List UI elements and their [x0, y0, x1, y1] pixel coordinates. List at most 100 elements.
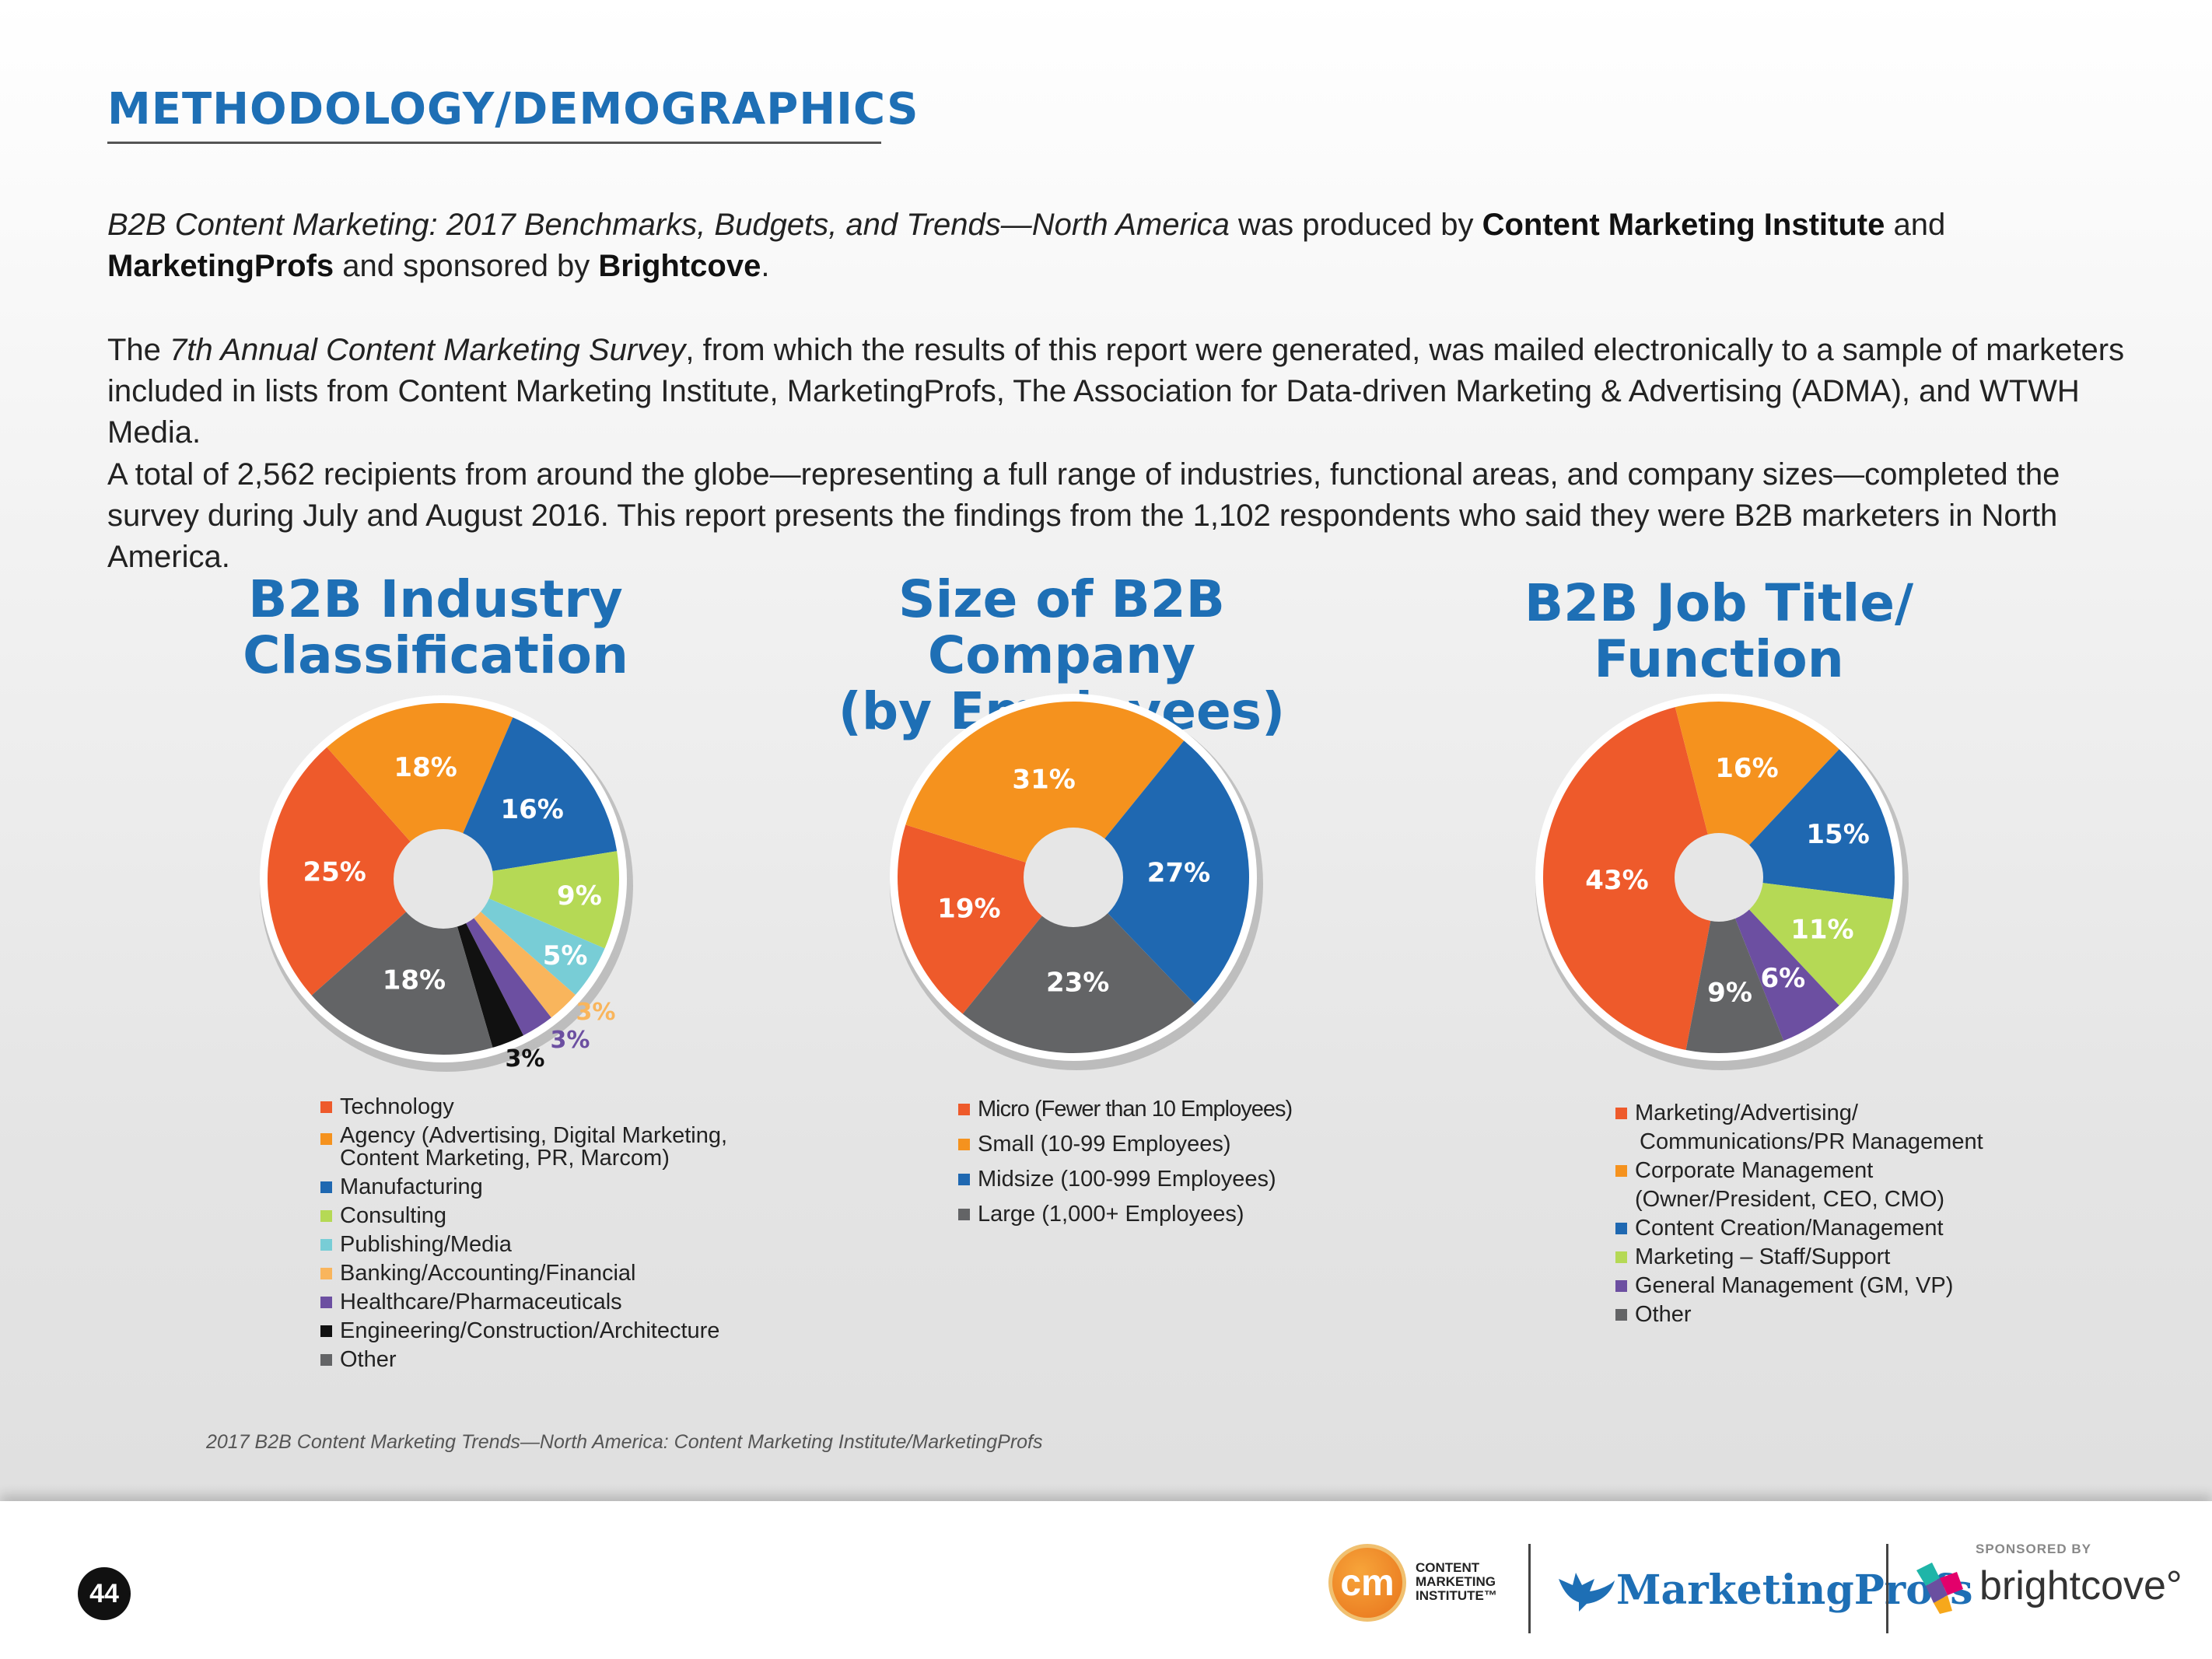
legend-label: Other: [1635, 1302, 1692, 1327]
intro-paragraph-1: B2B Content Marketing: 2017 Benchmarks, …: [107, 205, 2130, 287]
footer-bar: [0, 1501, 2212, 1659]
pie-data-label: 5%: [543, 940, 588, 971]
pie-data-label: 3%: [506, 1045, 545, 1073]
pie-data-label: 16%: [500, 794, 563, 825]
legend-item-banking: Banking/Accounting/Financial: [320, 1259, 727, 1288]
legend-item-general-management: General Management (GM, VP): [1615, 1272, 1983, 1300]
bird-icon: [1559, 1573, 1615, 1612]
legend-item-agency: Agency (Advertising, Digital Marketing, C…: [320, 1125, 727, 1170]
chart-1-title-line-2: Classification: [243, 625, 628, 685]
cmi-wordmark: CONTENT MARKETING INSTITUTE™: [1416, 1561, 1497, 1603]
job-title-pie-chart: 43% 16% 15% 11% 6% 9%: [1535, 697, 1909, 1070]
swatch: [1615, 1165, 1627, 1177]
legend-item-micro: Micro (Fewer than 10 Employees): [958, 1092, 1293, 1127]
legend-item-marketing-advertising: Marketing/Advertising/Communications/PR …: [1615, 1099, 1983, 1157]
intro-text: and: [1885, 208, 1946, 242]
title-underline: [107, 142, 881, 144]
brightcove-mark-icon: [1916, 1563, 1963, 1614]
legend-item-small: Small (10-99 Employees): [958, 1127, 1292, 1162]
legend-label: Micro (Fewer than 10 Employees): [978, 1097, 1293, 1122]
sponsored-by-label: SPONSORED BY: [1976, 1542, 2091, 1556]
marketingprofs-wordmark: MarketingProfs: [1616, 1566, 1973, 1614]
pie-data-label: 15%: [1806, 819, 1869, 850]
logo-divider: [1886, 1544, 1888, 1633]
org-marketingprofs: MarketingProfs: [107, 249, 334, 283]
legend-label: Agency (Advertising, Digital Marketing,: [340, 1123, 728, 1148]
pie-slice-manufacturing: [443, 717, 618, 879]
logo-divider: [1528, 1544, 1531, 1633]
pie-data-label: 27%: [1147, 857, 1210, 888]
swatch: [320, 1354, 332, 1366]
industry-legend: Technology Agency (Advertising, Digital …: [320, 1093, 727, 1374]
company-size-legend: Micro (Fewer than 10 Employees) Small (1…: [958, 1092, 1293, 1232]
chart-3-title-line-1: B2B Job Title/: [1524, 573, 1914, 633]
legend-label-line-2: Content Marketing, PR, Marcom): [340, 1146, 670, 1171]
cmi-line-3: INSTITUTE™: [1416, 1588, 1497, 1603]
swatch: [1615, 1223, 1627, 1234]
industry-pie-chart: 25%18%16%9%5%3%3%3%18%: [260, 698, 633, 1073]
pie-data-label: 3%: [576, 999, 616, 1026]
intro-text: and sponsored by: [334, 249, 599, 283]
legend-item-consulting: Consulting: [320, 1202, 727, 1230]
page-title: METHODOLOGY/DEMOGRAPHICS: [107, 84, 919, 135]
pie-slice-general-management-gm-vp: [1719, 877, 1839, 1041]
legend-label: Large (1,000+ Employees): [978, 1202, 1244, 1227]
brightcove-logo: brightcove°: [1913, 1559, 2182, 1618]
legend-label: Marketing – Staff/Support: [1635, 1244, 1891, 1269]
swatch: [958, 1104, 970, 1115]
intro-text: was produced by: [1229, 208, 1482, 242]
chart-2-title-line-1: Size of B2B Company: [898, 569, 1225, 685]
legend-label: Midsize (100-999 Employees): [978, 1167, 1276, 1192]
intro-text: , from which the results of this report …: [107, 333, 2125, 450]
pie-slice-midsize-100-999-employees: [1073, 740, 1249, 1005]
intro-paragraph-3: A total of 2,562 recipients from around …: [107, 457, 2060, 574]
pie-slice-small-10-99-employees: [905, 702, 1185, 877]
legend-label: General Management (GM, VP): [1635, 1273, 1954, 1298]
pie-slice-marketing-advertising: [1543, 707, 1719, 1050]
legend-label-line-2: (Owner/President, CEO, CMO): [1635, 1187, 1945, 1212]
legend-label: Content Creation/Management: [1635, 1216, 1944, 1241]
chart-2-title: Size of B2B Company(by Employees): [778, 572, 1346, 740]
legend-item-healthcare: Healthcare/Pharmaceuticals: [320, 1288, 727, 1317]
pie-data-label: 9%: [557, 880, 602, 912]
intro-text: The: [107, 333, 170, 367]
legend-item-corporate-management: Corporate Management (Owner/President, CE…: [1615, 1157, 1983, 1214]
swatch: [958, 1139, 970, 1150]
page-number: 44: [78, 1567, 131, 1620]
cmi-logo: cm CONTENT MARKETING INSTITUTE™: [1328, 1544, 1497, 1629]
intro-paragraph-2: The 7th Annual Content Marketing Survey,…: [107, 330, 2130, 453]
legend-item-engineering: Engineering/Construction/Architecture: [320, 1317, 727, 1346]
swatch: [320, 1133, 332, 1145]
legend-label: Marketing/Advertising/: [1635, 1101, 1858, 1125]
swatch: [320, 1181, 332, 1193]
swatch: [320, 1210, 332, 1222]
pie-slice-content-creation-management: [1719, 749, 1895, 900]
source-note: 2017 B2B Content Marketing Trends—North …: [206, 1431, 1043, 1453]
pie-data-label: 31%: [1012, 765, 1075, 796]
pie-data-label: 6%: [1760, 963, 1805, 994]
swatch: [320, 1101, 332, 1113]
chart-3-title-line-2: Function: [1594, 629, 1844, 689]
survey-name: 7th Annual Content Marketing Survey: [170, 333, 686, 367]
pie-data-label: 3%: [551, 1027, 590, 1054]
swatch: [320, 1325, 332, 1337]
pie-data-label: 25%: [303, 856, 366, 887]
pie-data-label: 19%: [937, 893, 1000, 924]
swatch: [1615, 1108, 1627, 1119]
swatch: [958, 1174, 970, 1185]
cmi-line-2: MARKETING: [1416, 1574, 1496, 1589]
legend-item-large: Large (1,000+ Employees): [958, 1197, 1292, 1232]
cmi-badge-icon: cm: [1328, 1544, 1406, 1622]
org-cmi: Content Marketing Institute: [1482, 208, 1885, 242]
pie-data-label: 43%: [1585, 865, 1648, 896]
legend-item-technology: Technology: [320, 1093, 727, 1122]
legend-item-publishing: Publishing/Media: [320, 1230, 727, 1259]
brightcove-wordmark: brightcove°: [1979, 1563, 2182, 1608]
legend-item-marketing-staff: Marketing – Staff/Support: [1615, 1243, 1983, 1272]
legend-label: Engineering/Construction/Architecture: [340, 1318, 720, 1343]
chart-1-title-line-1: B2B Industry: [248, 569, 623, 629]
legend-label: Small (10-99 Employees): [978, 1132, 1231, 1157]
pie-data-label: 16%: [1715, 753, 1778, 784]
pie-slice-large-1-000-employees: [962, 877, 1195, 1053]
legend-item-manufacturing: Manufacturing: [320, 1173, 727, 1202]
